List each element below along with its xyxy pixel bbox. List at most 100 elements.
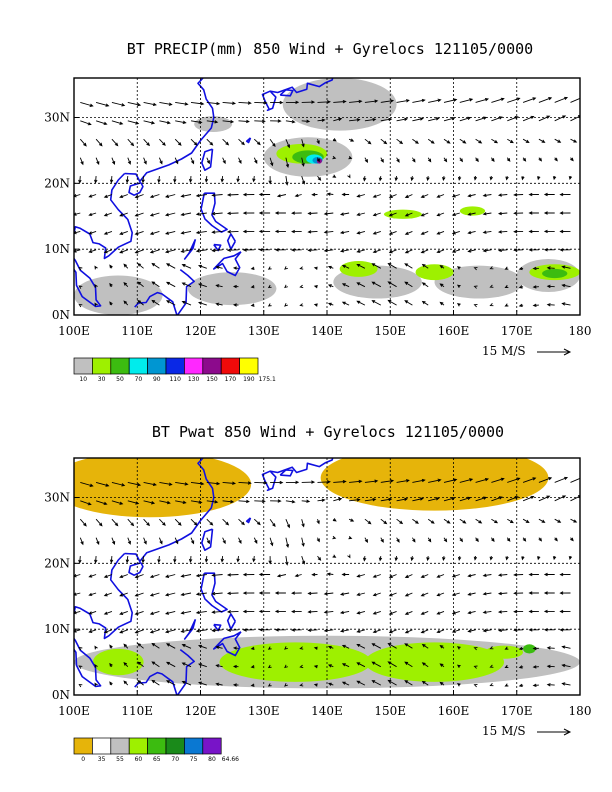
- wind-vector: [439, 301, 445, 306]
- wind-vector: [489, 303, 494, 307]
- wind-vector: [180, 249, 192, 253]
- coastline: [261, 78, 334, 110]
- wind-vector: [143, 500, 156, 505]
- wind-vector: [307, 628, 318, 632]
- wind-vector: [513, 193, 524, 197]
- wind-vector: [211, 230, 223, 234]
- wind-vector: [339, 230, 350, 235]
- wind-vector: [356, 610, 366, 615]
- wind-vector: [394, 176, 398, 182]
- wind-vector: [206, 157, 210, 165]
- wind-vector: [190, 481, 205, 486]
- wind-vector: [284, 646, 288, 650]
- wind-vector: [380, 497, 393, 502]
- wind-vector: [74, 212, 81, 216]
- wind-vector: [420, 249, 429, 254]
- wind-vector: [489, 284, 494, 288]
- wind-vector: [467, 610, 476, 615]
- wind-vector: [372, 249, 381, 254]
- wind-vector: [537, 556, 541, 561]
- wind-vector: [388, 230, 397, 235]
- wind-vector: [236, 176, 240, 183]
- wind-vector: [274, 628, 286, 632]
- wind-vector: [439, 663, 445, 668]
- wind-vector: [242, 591, 255, 595]
- wind-vector: [317, 175, 322, 181]
- wind-vector: [317, 100, 331, 104]
- wind-vector: [497, 193, 508, 197]
- wind-vector: [317, 555, 322, 561]
- coastline: [200, 572, 228, 613]
- wind-vector: [412, 497, 424, 502]
- coastline: [201, 148, 214, 171]
- wind-vector: [301, 519, 305, 528]
- wind-vector: [238, 138, 245, 146]
- wind-vector: [568, 175, 573, 181]
- wind-vector: [175, 500, 187, 505]
- shaded-region: [194, 116, 233, 132]
- wind-vector: [412, 98, 426, 103]
- wind-vector: [109, 176, 114, 184]
- wind-vector: [327, 265, 334, 270]
- wind-vector: [456, 664, 461, 669]
- wind-vector: [507, 116, 519, 122]
- wind-vector: [404, 230, 413, 235]
- wind-vector: [268, 176, 272, 185]
- wind-vector: [387, 299, 397, 306]
- wind-vector: [362, 176, 367, 182]
- wind-vector: [420, 212, 429, 217]
- wind-vector: [157, 176, 161, 184]
- wind-vector: [143, 138, 151, 147]
- wind-vector: [410, 556, 414, 562]
- wind-vector: [333, 117, 343, 122]
- wind-vector: [372, 574, 381, 578]
- wind-vector: [180, 629, 192, 633]
- colorbar-label: 65: [153, 756, 161, 763]
- wind-vector: [387, 679, 397, 686]
- wind-vector: [439, 265, 445, 269]
- wind-vector: [332, 155, 337, 160]
- wind-vector: [78, 556, 82, 564]
- y-tick-label: 10N: [44, 242, 70, 256]
- colorbar-swatch: [202, 357, 222, 375]
- wind-vector: [274, 229, 286, 234]
- wind-vector: [274, 591, 286, 595]
- wind-vector: [497, 610, 508, 614]
- wind-vector: [456, 266, 461, 270]
- wind-vector: [301, 555, 306, 565]
- wind-vector: [149, 574, 160, 579]
- wind-vector: [94, 556, 98, 564]
- wind-vector: [459, 537, 464, 543]
- wind-vector: [123, 643, 129, 649]
- wind-vector: [284, 683, 288, 687]
- shaded-region: [523, 644, 536, 654]
- wind-vector: [421, 282, 429, 288]
- wind-vector: [518, 646, 524, 651]
- shaded-region: [459, 206, 486, 216]
- wind-vector: [250, 683, 255, 687]
- wind-vector: [149, 249, 160, 254]
- wind-vector: [95, 120, 108, 126]
- wind-vector: [313, 664, 318, 669]
- wind-vector: [94, 682, 98, 687]
- wind-vector: [134, 212, 144, 217]
- wind-vector: [78, 267, 83, 271]
- gridline-layer: [74, 78, 580, 315]
- wind-vector: [190, 157, 195, 165]
- wind-vector: [554, 495, 567, 502]
- wind-vector: [204, 556, 209, 563]
- wind-vector: [475, 537, 479, 543]
- colorbar-swatch: [147, 357, 167, 375]
- wind-vector: [518, 266, 524, 271]
- wind-vector: [570, 537, 574, 542]
- wind-vector: [504, 683, 509, 687]
- wind-vector: [141, 556, 145, 564]
- wind-vector: [285, 537, 290, 549]
- wind-vector: [190, 537, 195, 545]
- wind-vector: [362, 556, 367, 562]
- wind-vector: [103, 629, 113, 634]
- wind-vector: [341, 301, 350, 306]
- wind-vector: [301, 480, 316, 484]
- wind-vector: [174, 518, 182, 526]
- wind-vector: [198, 283, 207, 288]
